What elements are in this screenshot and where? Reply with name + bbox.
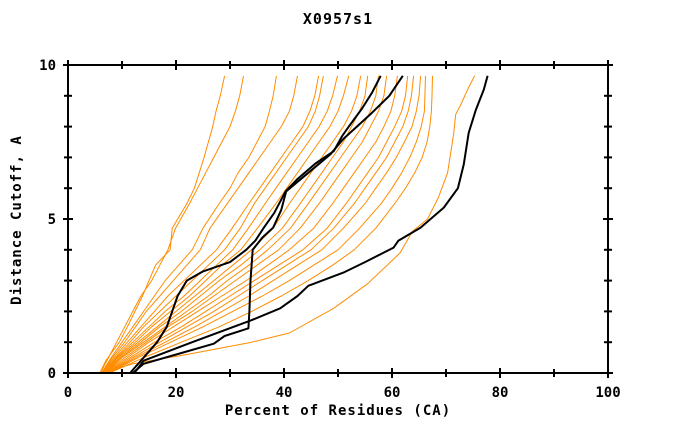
series-orange-17 <box>108 75 426 374</box>
series-orange-18 <box>109 75 433 374</box>
series-orange-10 <box>104 75 369 374</box>
series-orange-04 <box>101 75 298 374</box>
series-black-mid-2 <box>132 75 404 374</box>
x-tick-label: 20 <box>168 385 185 401</box>
series-orange-13 <box>106 75 398 374</box>
x-tick-label: 0 <box>64 385 72 401</box>
series-orange-07 <box>103 75 338 374</box>
series-black-mid-1 <box>129 75 382 374</box>
page-title: X0957s1 <box>302 10 374 28</box>
series-orange-06 <box>102 75 324 374</box>
y-tick-label: 0 <box>48 366 56 382</box>
series-black-right <box>133 75 489 374</box>
x-tick-label: 60 <box>384 385 401 401</box>
series-orange-01 <box>99 75 226 374</box>
series-orange-08 <box>103 75 350 374</box>
y-tick-label: 5 <box>48 212 56 228</box>
x-axis-label: Percent of Residues (CA) <box>224 403 452 419</box>
series-orange-12 <box>105 75 388 374</box>
series-orange-03 <box>101 75 277 374</box>
x-tick-label: 40 <box>276 385 293 401</box>
series-orange-14 <box>107 75 409 374</box>
series-orange-19-right-sweep <box>102 75 476 374</box>
x-tick-label: 100 <box>595 385 620 401</box>
series-orange-16 <box>108 75 422 374</box>
series-orange-15 <box>107 75 415 374</box>
series-orange-02 <box>99 75 244 374</box>
series-orange-11 <box>105 75 379 374</box>
series-orange-05 <box>102 75 320 374</box>
y-tick-label: 10 <box>39 58 56 74</box>
x-tick-label: 80 <box>492 385 509 401</box>
